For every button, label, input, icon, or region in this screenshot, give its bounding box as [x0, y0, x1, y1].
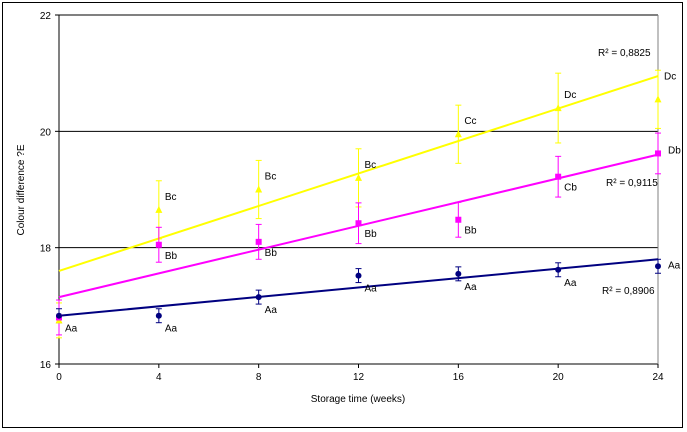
point-2-0 [56, 312, 62, 319]
point-label-0-2: Bc [265, 172, 277, 183]
x-tick-label-20: 20 [553, 372, 565, 383]
point-label-0-6: Dc [664, 71, 676, 82]
point-label-2-4: Aa [464, 282, 477, 293]
axis-ticks: 16 18 20 22 0 4 8 12 16 20 24 [40, 11, 664, 383]
point-2-4 [455, 270, 462, 277]
point-2-2 [255, 294, 262, 301]
point-0-3 [355, 173, 362, 181]
data-points [55, 95, 662, 324]
point-2-5 [555, 266, 562, 273]
point-label-2-5: Aa [564, 278, 577, 289]
point-label-0-1: Bc [165, 192, 177, 203]
point-1-2 [255, 238, 262, 245]
point-label-2-3: Aa [365, 284, 378, 295]
x-axis-title: Storage time (weeks) [311, 394, 405, 405]
point-1-3 [355, 220, 362, 227]
point-1-6 [655, 150, 661, 157]
point-1-1 [155, 241, 162, 248]
r2-label-2: R² = 0,8906 [602, 286, 655, 297]
point-2-1 [155, 312, 162, 319]
r2-label-0: R² = 0,8825 [598, 48, 651, 59]
point-0-1 [155, 205, 163, 213]
point-label-1-3: Bb [365, 229, 378, 240]
y-tick-label-18: 18 [40, 244, 52, 255]
r-squared-labels: R² = 0,8825 R² = 0,9115 R² = 0,8906 [598, 48, 658, 297]
point-2-3 [355, 272, 362, 279]
point-label-0-4: Cc [464, 116, 476, 127]
y-tick-label-22: 22 [40, 11, 52, 22]
point-label-1-2: Bb [265, 248, 278, 259]
y-tick-label-20: 20 [40, 127, 52, 138]
point-0-6 [654, 95, 662, 103]
r2-label-1: R² = 0,9115 [606, 178, 658, 189]
point-0-5 [554, 104, 562, 112]
point-label-2-1: Aa [165, 324, 178, 335]
x-tick-label-0: 0 [56, 372, 62, 383]
point-label-0-5: Dc [564, 90, 576, 101]
x-tick-label-12: 12 [353, 372, 365, 383]
point-1-4 [455, 216, 462, 223]
point-label-1-6: Db [668, 145, 681, 156]
chart-frame [2, 2, 683, 428]
point-label-1-1: Bb [165, 251, 178, 262]
x-tick-label-4: 4 [156, 372, 162, 383]
point-label-2-0: Aa [65, 324, 78, 335]
error-bars [56, 69, 661, 339]
point-0-4 [454, 130, 462, 138]
point-label-2-2: Aa [265, 305, 278, 316]
point-1-5 [555, 173, 562, 180]
point-label-0-3: Bc [365, 160, 377, 171]
x-tick-label-8: 8 [256, 372, 262, 383]
point-labels: Bc Bc Bc Cc Dc Dc Bb Bb Bb Bb Cb Db Aa Aa Aa Aa Aa Aa Aa [65, 71, 681, 334]
point-2-6 [655, 263, 661, 270]
point-label-1-5: Cb [564, 183, 577, 194]
point-0-2 [255, 185, 263, 193]
x-tick-label-24: 24 [652, 372, 664, 383]
y-axis-title: Colour difference ?E [16, 144, 27, 235]
point-label-2-6: Aa [668, 260, 681, 271]
y-tick-label-16: 16 [40, 360, 52, 371]
x-tick-label-16: 16 [453, 372, 465, 383]
point-label-1-4: Bb [464, 226, 477, 237]
